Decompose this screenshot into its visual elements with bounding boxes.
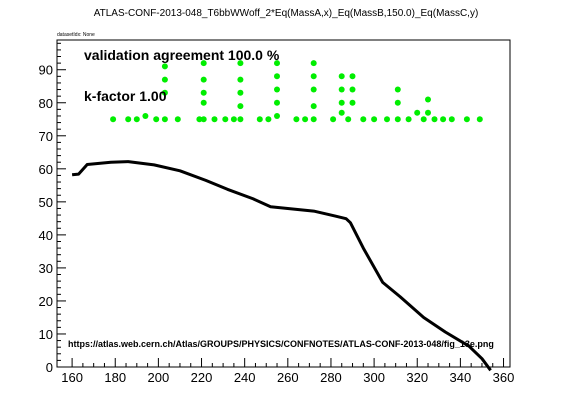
data-point (476, 116, 483, 123)
y-tick-label: 70 (39, 129, 53, 144)
data-point (274, 73, 280, 80)
data-point (394, 99, 401, 106)
data-point (200, 99, 207, 106)
x-tick-label: 180 (104, 370, 126, 385)
data-point (349, 86, 356, 93)
x-tick-label: 260 (277, 370, 299, 385)
data-point (274, 113, 280, 119)
data-point (161, 89, 168, 96)
data-point (153, 116, 160, 123)
data-point (265, 116, 272, 123)
x-tick-label: 240 (234, 370, 256, 385)
data-point (133, 116, 140, 123)
dataset-label: datasetIdx: None (57, 32, 95, 38)
data-point (440, 116, 447, 123)
data-point (110, 116, 117, 123)
data-point (142, 113, 149, 119)
y-tick-label: 30 (39, 261, 53, 276)
x-tick-label: 300 (363, 370, 385, 385)
data-point (237, 60, 244, 67)
data-point (394, 116, 401, 123)
data-point (274, 99, 280, 106)
data-point (338, 73, 345, 80)
data-point (256, 116, 263, 123)
data-point (161, 76, 168, 83)
data-point (222, 116, 229, 123)
data-point (310, 116, 317, 123)
axes: 160 180 200 220 240 260 280 300 320 340 360 0 10 20 30… (39, 42, 515, 385)
data-point (125, 116, 132, 123)
data-point (448, 116, 455, 123)
data-point (211, 116, 218, 123)
y-tick-label: 10 (39, 327, 53, 342)
exclusion-curve (71, 160, 492, 372)
data-point (420, 116, 427, 123)
data-point (237, 103, 244, 110)
chart-title: ATLAS-CONF-2013-048_T6bbWWoff_2*Eq(MassA… (94, 8, 479, 19)
x-tick-label: 280 (320, 370, 342, 385)
data-point (310, 86, 317, 93)
data-point (463, 116, 470, 123)
data-point (302, 116, 309, 123)
data-point (274, 86, 280, 93)
data-point (405, 116, 412, 123)
data-point (338, 99, 345, 106)
data-point (161, 63, 168, 70)
data-point (237, 116, 244, 123)
y-tick-label: 90 (39, 63, 53, 78)
data-point (200, 89, 207, 96)
data-point (414, 109, 421, 116)
data-point (345, 116, 352, 123)
y-tick-label: 20 (39, 294, 53, 309)
y-tick-label: 60 (39, 162, 53, 177)
x-tick-label: 320 (406, 370, 428, 385)
x-tick-label: 160 (61, 370, 83, 385)
y-tick-label: 0 (46, 360, 53, 375)
source-url: https://atlas.web.cern.ch/Atlas/GROUPS/P… (68, 339, 494, 349)
data-point (371, 116, 378, 123)
data-point (431, 116, 438, 123)
data-point (174, 116, 181, 123)
data-point (230, 116, 237, 123)
data-point (338, 86, 345, 93)
data-point (237, 89, 244, 96)
data-point (349, 73, 356, 80)
data-point (330, 116, 337, 123)
data-point (338, 109, 345, 116)
plot-frame (56, 39, 511, 368)
data-point (274, 60, 280, 67)
data-point (349, 99, 356, 106)
x-tick-label: 360 (493, 370, 515, 385)
data-point (200, 76, 207, 83)
x-tick-label: 200 (148, 370, 170, 385)
data-point (200, 116, 207, 123)
data-point (310, 73, 317, 80)
data-point (360, 116, 367, 123)
data-point (237, 76, 244, 83)
data-point (425, 109, 431, 116)
data-point (161, 116, 168, 123)
x-tick-label: 220 (191, 370, 213, 385)
data-point (425, 96, 431, 103)
data-point (310, 60, 317, 67)
data-point (310, 103, 317, 110)
data-point (200, 60, 207, 67)
data-point (394, 86, 401, 93)
y-tick-label: 50 (39, 195, 53, 210)
data-point (384, 116, 390, 123)
data-point (293, 116, 300, 123)
k-factor-label: k-factor 1.00 (84, 88, 167, 104)
validation-agreement-label: validation agreement 100.0 % (84, 47, 280, 63)
data-point (196, 116, 203, 123)
scatter-series (110, 60, 483, 123)
y-tick-label: 40 (39, 228, 53, 243)
y-tick-label: 80 (39, 96, 53, 111)
x-tick-label: 340 (450, 370, 472, 385)
